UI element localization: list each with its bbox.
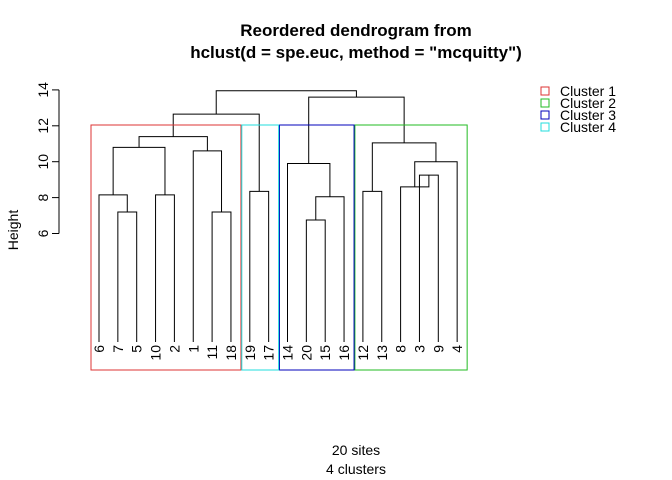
branch-m5 [211,211,232,342]
x-axis-label-line2: 4 clusters [326,461,386,477]
leaf-label-10: 10 [148,345,164,361]
legend-label: Cluster 3 [560,107,616,123]
leaf-label-9: 9 [430,345,446,353]
leaf-label-7: 7 [110,345,126,353]
cluster-rect-cluster-1 [90,124,242,371]
leaf-label-3: 3 [411,345,427,353]
y-tick-label: 8 [35,193,51,201]
legend-label: Cluster 2 [560,95,616,111]
cluster-rect-cluster-4 [241,124,280,371]
leaf-label-16: 16 [336,345,352,361]
branch-m4 [112,146,166,195]
branch-m6 [192,150,223,342]
chart-title-line2: hclust(d = spe.euc, method = "mcquitty") [190,43,522,62]
leaf-label-6: 6 [91,345,107,353]
leaf-label-19: 19 [242,345,258,361]
leaf-label-13: 13 [374,345,390,361]
cluster-rect-cluster-3 [279,124,355,371]
cluster-rectangles [90,124,468,371]
x-axis-label-line1: 20 sites [332,442,380,458]
y-tick-label: 6 [35,229,51,237]
branch-m10 [305,219,326,342]
branch-m16 [414,161,458,342]
branch-m13 [362,190,383,342]
leaf-label-15: 15 [317,345,333,361]
legend-swatch [540,98,550,108]
branch-m3 [155,194,175,342]
legend-label: Cluster 1 [560,83,616,99]
branch-m15 [400,175,430,342]
leaf-label-8: 8 [393,345,409,353]
leaf-label-1: 1 [185,345,201,353]
branch-m18 [308,96,405,164]
branch-m19 [215,90,357,115]
leaf-label-14: 14 [280,345,296,361]
leaf-label-18: 18 [223,345,239,361]
legend-swatch [540,122,550,132]
branch-m7 [138,136,208,151]
leaf-label-4: 4 [449,345,465,353]
leaf-label-11: 11 [204,345,220,360]
cluster-rect-cluster-2 [354,124,468,371]
branch-m17 [371,142,437,192]
leaf-labels: 6 7 5 10 2 1 11 18 19 17 14 20 15 16 12 13 8 3 9 4 [91,345,465,361]
chart-title-line1: Reordered dendrogram from [240,21,471,40]
leaf-label-20: 20 [298,345,314,361]
branch-m11 [315,196,345,342]
leaf-label-17: 17 [261,345,277,361]
y-axis-label: Height [5,210,21,251]
dendrogram-branches [98,90,458,342]
branch-m12 [287,162,331,342]
branch-m9 [172,113,260,192]
leaf-label-12: 12 [355,345,371,361]
leaf-label-5: 5 [129,345,145,353]
y-tick-label: 12 [35,118,51,134]
branch-m14 [418,174,439,342]
leaf-label-2: 2 [166,345,182,353]
legend-swatch [540,110,550,120]
legend-swatch [540,86,550,96]
y-tick-label: 14 [35,82,51,98]
legend-label: Cluster 4 [560,119,616,135]
y-axis: 6 8 10 12 14 [35,82,60,237]
branch-m1 [117,211,138,342]
branch-m2 [98,194,128,342]
y-tick-label: 10 [35,154,51,170]
branch-m8 [249,190,270,342]
